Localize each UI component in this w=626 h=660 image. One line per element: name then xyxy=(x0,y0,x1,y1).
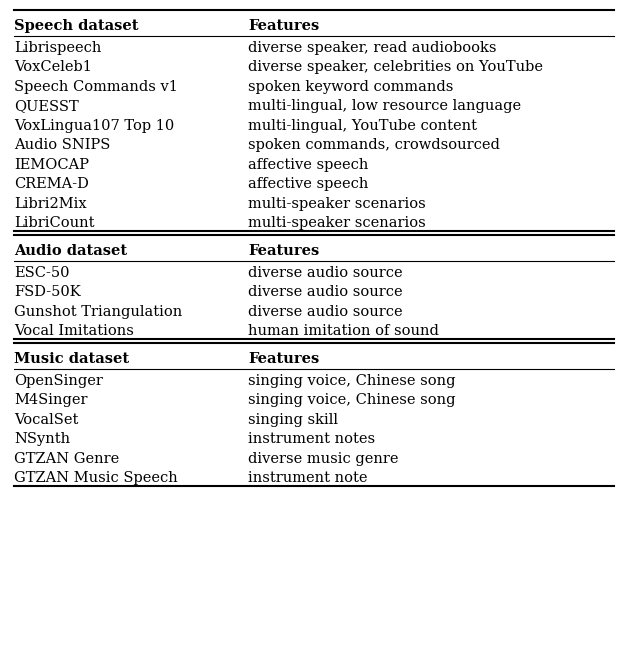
Text: diverse speaker, celebrities on YouTube: diverse speaker, celebrities on YouTube xyxy=(248,60,543,74)
Text: spoken keyword commands: spoken keyword commands xyxy=(248,80,453,94)
Text: multi-lingual, YouTube content: multi-lingual, YouTube content xyxy=(248,119,477,133)
Text: LibriCount: LibriCount xyxy=(14,216,95,230)
Text: VoxLingua107 Top 10: VoxLingua107 Top 10 xyxy=(14,119,174,133)
Text: QUESST: QUESST xyxy=(14,99,79,114)
Text: singing voice, Chinese song: singing voice, Chinese song xyxy=(248,374,456,387)
Text: singing voice, Chinese song: singing voice, Chinese song xyxy=(248,393,456,407)
Text: affective speech: affective speech xyxy=(248,158,368,172)
Text: IEMOCAP: IEMOCAP xyxy=(14,158,89,172)
Text: Libri2Mix: Libri2Mix xyxy=(14,197,86,211)
Text: diverse audio source: diverse audio source xyxy=(248,305,403,319)
Text: human imitation of sound: human imitation of sound xyxy=(248,324,439,338)
Text: Features: Features xyxy=(248,244,319,258)
Text: multi-speaker scenarios: multi-speaker scenarios xyxy=(248,216,426,230)
Text: Features: Features xyxy=(248,19,319,33)
Text: multi-lingual, low resource language: multi-lingual, low resource language xyxy=(248,99,521,114)
Text: OpenSinger: OpenSinger xyxy=(14,374,103,387)
Text: Audio SNIPS: Audio SNIPS xyxy=(14,138,110,152)
Text: GTZAN Genre: GTZAN Genre xyxy=(14,451,119,466)
Text: NSynth: NSynth xyxy=(14,432,70,446)
Text: GTZAN Music Speech: GTZAN Music Speech xyxy=(14,471,178,485)
Text: Librispeech: Librispeech xyxy=(14,41,101,55)
Text: FSD-50K: FSD-50K xyxy=(14,285,81,299)
Text: spoken commands, crowdsourced: spoken commands, crowdsourced xyxy=(248,138,500,152)
Text: Vocal Imitations: Vocal Imitations xyxy=(14,324,134,338)
Text: affective speech: affective speech xyxy=(248,177,368,191)
Text: diverse audio source: diverse audio source xyxy=(248,266,403,280)
Text: VoxCeleb1: VoxCeleb1 xyxy=(14,60,92,74)
Text: CREMA-D: CREMA-D xyxy=(14,177,89,191)
Text: ESC-50: ESC-50 xyxy=(14,266,69,280)
Text: M4Singer: M4Singer xyxy=(14,393,88,407)
Text: Music dataset: Music dataset xyxy=(14,352,129,366)
Text: diverse music genre: diverse music genre xyxy=(248,451,399,466)
Text: Speech dataset: Speech dataset xyxy=(14,19,138,33)
Text: multi-speaker scenarios: multi-speaker scenarios xyxy=(248,197,426,211)
Text: instrument note: instrument note xyxy=(248,471,367,485)
Text: Features: Features xyxy=(248,352,319,366)
Text: Audio dataset: Audio dataset xyxy=(14,244,127,258)
Text: Speech Commands v1: Speech Commands v1 xyxy=(14,80,178,94)
Text: singing skill: singing skill xyxy=(248,412,338,427)
Text: diverse audio source: diverse audio source xyxy=(248,285,403,299)
Text: VocalSet: VocalSet xyxy=(14,412,78,427)
Text: diverse speaker, read audiobooks: diverse speaker, read audiobooks xyxy=(248,41,496,55)
Text: Gunshot Triangulation: Gunshot Triangulation xyxy=(14,305,182,319)
Text: instrument notes: instrument notes xyxy=(248,432,375,446)
